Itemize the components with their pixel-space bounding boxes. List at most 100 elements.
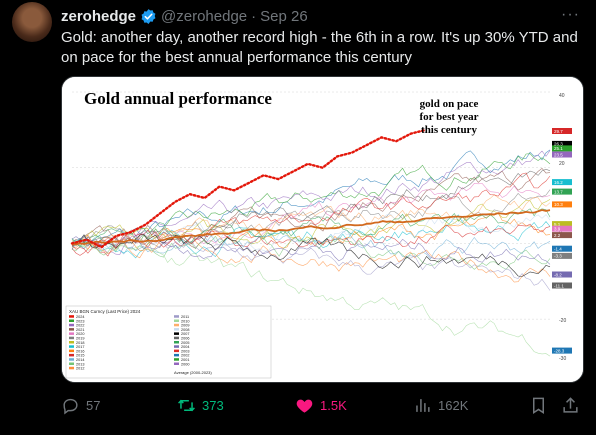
legend-swatch	[69, 323, 74, 327]
legend-entry: 2005	[181, 341, 189, 345]
series-end-label-box	[552, 151, 572, 158]
gold-2024-line	[70, 128, 427, 249]
y-tick-20: 20	[559, 161, 565, 167]
legend-swatch	[174, 362, 179, 365]
historical-year-line	[71, 168, 551, 247]
legend-header: XAU BGN Curncy (Last Price) 2024	[69, 309, 141, 314]
series-end-label-box	[552, 232, 572, 239]
series-end-label: 25.1	[554, 146, 563, 151]
legend-swatch	[69, 319, 74, 322]
like-count: 1.5K	[320, 398, 347, 413]
series-end-label: -11.1	[554, 283, 564, 288]
separator-dot: ·	[251, 7, 257, 25]
y-tick-neg30: -30	[559, 356, 566, 362]
legend-swatch	[174, 341, 179, 344]
like-button[interactable]: 1.5K	[295, 396, 347, 415]
reply-icon	[63, 398, 78, 415]
verified-badge-icon	[140, 8, 157, 25]
views-button[interactable]: 162K	[413, 396, 468, 415]
chart-title: Gold annual performance	[84, 89, 272, 108]
historical-year-line	[71, 237, 551, 291]
retweet-count: 373	[202, 398, 224, 413]
legend-swatch	[69, 349, 74, 353]
historical-year-line	[71, 238, 551, 357]
tweet-text: Gold: another day, another record high -…	[61, 29, 578, 66]
legend-entry: 2004	[181, 345, 189, 349]
legend-footer: Average (2000-2023)	[174, 370, 212, 375]
series-end-label: -28.3	[554, 348, 565, 353]
series-end-label: 13.7	[554, 189, 563, 194]
legend-swatch	[174, 349, 179, 353]
historical-year-line	[71, 214, 551, 259]
legend-entry: 2003	[181, 349, 189, 353]
series-end-label-box	[552, 140, 572, 147]
legend-swatch	[69, 345, 74, 348]
legend-entry: 2012	[76, 367, 84, 371]
historical-year-line	[71, 228, 551, 270]
legend-entry: 2007	[181, 332, 189, 336]
bookmark-button[interactable]	[529, 396, 548, 415]
legend-swatch	[174, 323, 179, 327]
legend-swatch	[174, 319, 179, 322]
gold-performance-chart: Gold annual performance gold on pace for…	[62, 77, 583, 382]
chart-annotation: gold on pace for best year this century	[419, 98, 478, 136]
series-end-label: 26.3	[554, 142, 563, 147]
series-end-label-box	[552, 188, 572, 195]
y-tick-40: 40	[559, 93, 565, 99]
series-end-label-box	[552, 201, 572, 208]
series-end-label-box	[552, 225, 572, 232]
legend-swatch	[174, 315, 179, 318]
historical-year-line	[71, 234, 551, 277]
legend-entry: 2023	[76, 319, 84, 323]
legend-entry: 2001	[181, 358, 189, 362]
chart-legend: XAU BGN Curncy (Last Price) 2024 2024202…	[65, 305, 272, 379]
legend-swatch	[174, 336, 179, 340]
legend-entry: 2018	[76, 341, 84, 345]
share-icon	[563, 397, 578, 413]
legend-swatch	[174, 358, 179, 361]
tweet-actions: 57 373 1.5K 162K	[61, 396, 581, 420]
legend-entry: 2022	[76, 324, 84, 328]
legend-entry: 2024	[76, 315, 84, 319]
series-end-label-box	[552, 128, 572, 134]
more-options-icon[interactable]: ···	[561, 6, 580, 23]
series-end-label: -8.2	[554, 272, 562, 277]
legend-swatch	[69, 353, 74, 357]
author-handle[interactable]: @zerohedge	[161, 7, 248, 25]
annotation-line-3: this century	[421, 124, 477, 136]
legend-entry: 2014	[76, 358, 84, 362]
legend-swatch	[174, 353, 179, 357]
legend-entry: 2017	[76, 345, 84, 349]
series-end-label-box	[552, 145, 572, 152]
legend-swatch	[69, 358, 74, 361]
share-button[interactable]	[561, 396, 580, 415]
legend-entry: 2019	[76, 337, 84, 341]
annotation-line-2: for best year	[419, 111, 478, 123]
legend-swatch	[69, 336, 74, 340]
series-end-label-box	[552, 221, 572, 228]
series-end-label: -3.3	[554, 254, 562, 259]
series-end-label: 10.3	[554, 202, 563, 207]
series-end-label-box	[552, 282, 572, 289]
author-avatar[interactable]	[12, 2, 52, 42]
tweet-header: zerohedge @zerohedge · Sep 26	[61, 6, 308, 26]
retweet-button[interactable]: 373	[177, 396, 224, 415]
legend-swatch	[174, 332, 179, 335]
reply-button[interactable]: 57	[61, 396, 100, 415]
reply-count: 57	[86, 398, 101, 413]
series-end-label: 2.2	[554, 233, 561, 238]
legend-entry: 2015	[76, 354, 84, 358]
legend-swatch	[69, 315, 74, 318]
legend-swatch	[69, 362, 74, 365]
series-end-label: 16.2	[554, 180, 563, 185]
legend-entry: 2020	[76, 332, 84, 336]
historical-year-line	[71, 208, 551, 248]
tweet-image[interactable]: Gold annual performance gold on pace for…	[61, 76, 584, 383]
author-name[interactable]: zerohedge	[61, 7, 137, 25]
legend-entry: 2002	[181, 354, 189, 358]
series-end-label: 3.9	[554, 227, 561, 232]
legend-entry: 2006	[181, 337, 189, 341]
tweet-date[interactable]: Sep 26	[260, 7, 308, 25]
bookmark-icon	[532, 397, 545, 415]
legend-entry: 2011	[181, 315, 189, 319]
